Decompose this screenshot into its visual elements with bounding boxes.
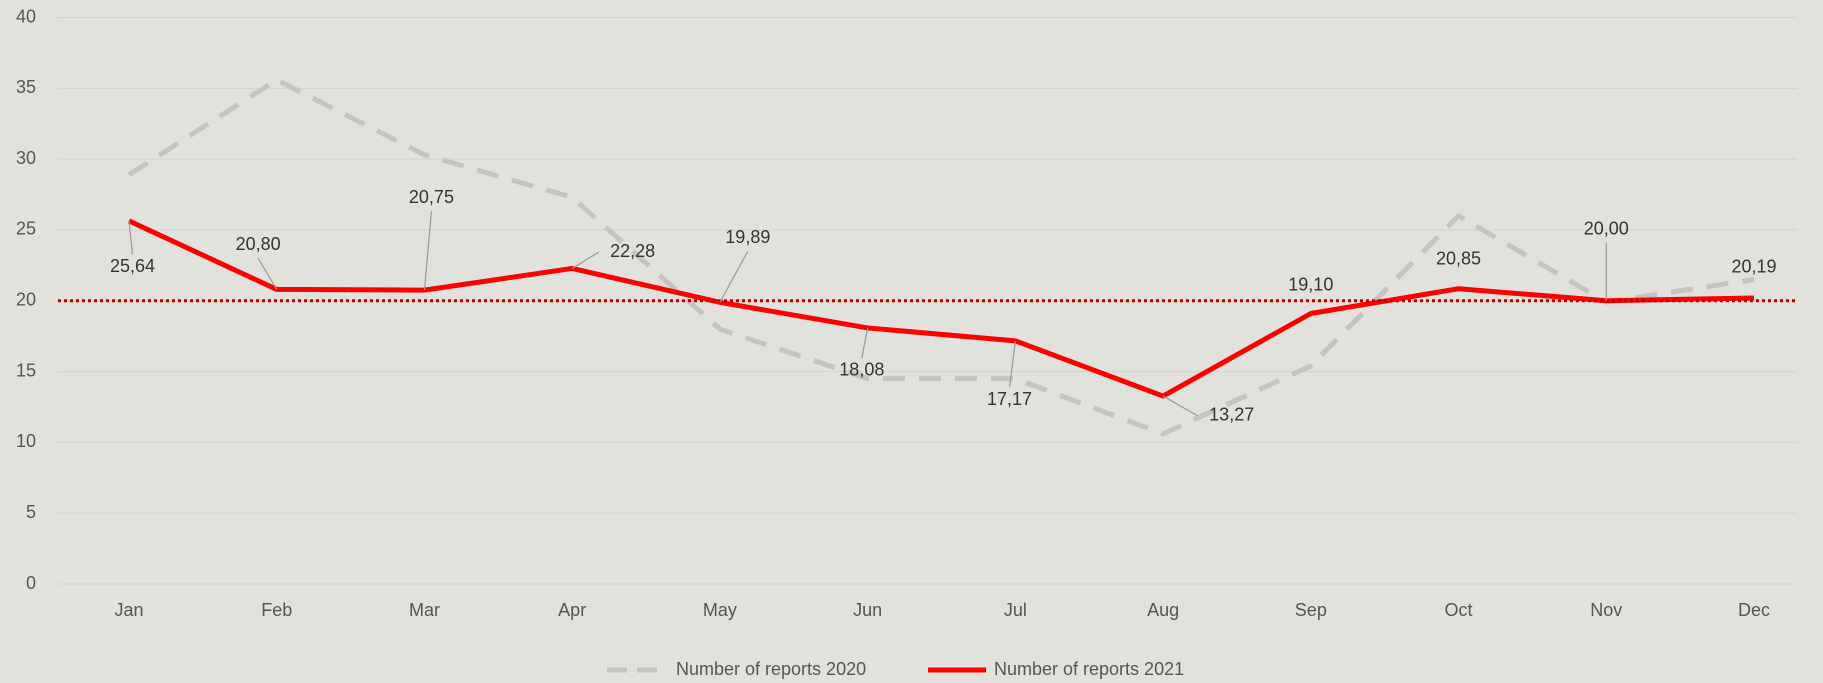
y-tick-label: 30 [16, 148, 36, 168]
data-label: 20,80 [236, 234, 281, 254]
x-tick-label: Jan [114, 600, 143, 620]
x-tick-label: Dec [1738, 600, 1770, 620]
x-tick-label: May [703, 600, 737, 620]
data-label: 20,85 [1436, 248, 1481, 268]
series-line [127, 218, 1755, 399]
x-tick-label: Aug [1147, 600, 1179, 620]
leader-line [719, 251, 749, 303]
y-tick-label: 15 [16, 360, 36, 380]
leader-line [423, 211, 433, 291]
data-label: 20,75 [409, 187, 454, 207]
x-tick-label: Apr [558, 600, 586, 620]
leader-line [571, 251, 599, 269]
x-tick-label: Nov [1590, 600, 1622, 620]
legend-label: Number of reports 2020 [676, 659, 866, 679]
y-tick-label: 35 [16, 77, 36, 97]
y-tick-label: 25 [16, 219, 36, 239]
data-label: 20,00 [1584, 219, 1629, 239]
leader-line [1162, 395, 1199, 417]
leader-line [861, 327, 869, 359]
x-tick-label: Feb [261, 600, 292, 620]
y-tick-label: 40 [16, 6, 36, 26]
y-tick-label: 5 [26, 502, 36, 522]
data-label: 25,64 [110, 256, 155, 276]
x-tick-label: Oct [1445, 600, 1473, 620]
data-label: 20,19 [1731, 257, 1776, 277]
leader-line [257, 257, 278, 290]
x-tick-label: Jun [853, 600, 882, 620]
data-label: 19,89 [725, 227, 770, 247]
x-tick-label: Sep [1295, 600, 1327, 620]
leader-line [1008, 340, 1016, 388]
y-tick-label: 20 [16, 290, 36, 310]
data-label: 13,27 [1209, 405, 1254, 425]
x-tick-label: Jul [1004, 600, 1027, 620]
leader-line [128, 220, 134, 255]
y-tick-label: 0 [26, 573, 36, 593]
data-label: 17,17 [987, 389, 1032, 409]
data-label: 19,10 [1288, 274, 1333, 294]
data-label: 18,08 [839, 360, 884, 380]
series-line [127, 77, 1755, 437]
y-tick-label: 10 [16, 431, 36, 451]
legend-label: Number of reports 2021 [994, 659, 1184, 679]
data-label: 22,28 [610, 241, 655, 261]
x-tick-label: Mar [409, 600, 440, 620]
